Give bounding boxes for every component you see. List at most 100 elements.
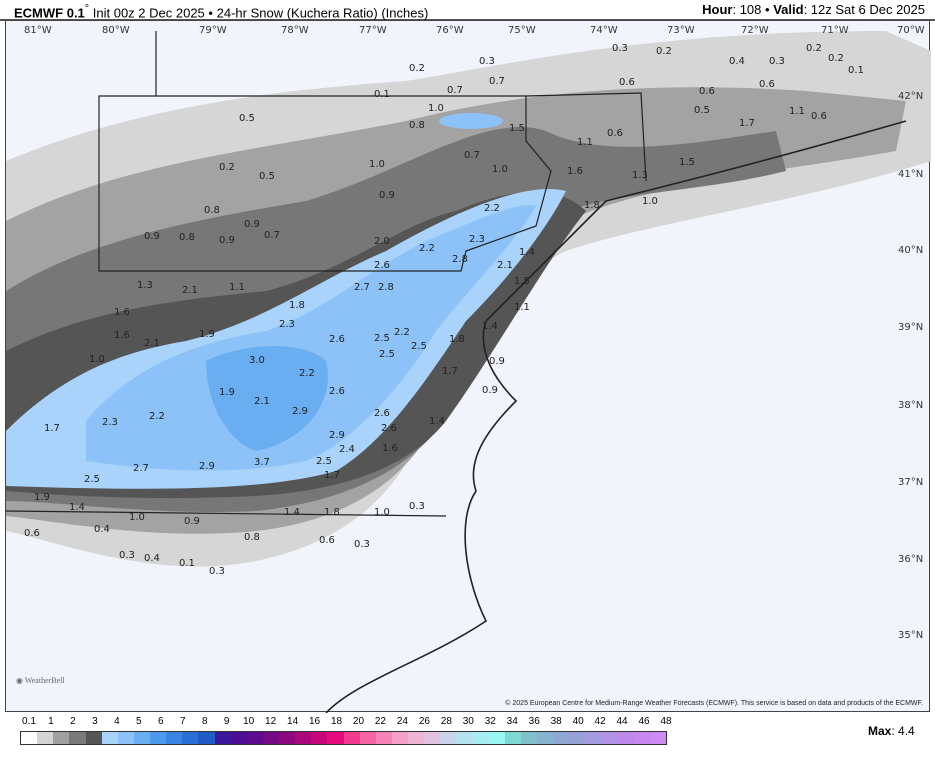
colorbar-swatch xyxy=(633,732,650,744)
colorbar-swatch xyxy=(230,732,247,744)
snow-amount-label: 2.5 xyxy=(411,341,427,352)
snow-amount-label: 1.0 xyxy=(492,164,508,175)
snow-amount-label: 2.3 xyxy=(279,319,295,330)
snow-amount-label: 0.3 xyxy=(209,566,225,577)
snow-amount-label: 0.5 xyxy=(259,171,275,182)
snow-amount-label: 0.3 xyxy=(612,43,628,54)
snow-amount-label: 1.9 xyxy=(34,492,50,503)
weatherbell-logo: ◉ WeatherBell xyxy=(16,676,65,685)
lon-tick: 70°W xyxy=(897,25,925,36)
snow-amount-label: 1.8 xyxy=(449,334,465,345)
snow-amount-label: 0.7 xyxy=(264,230,280,241)
snow-amount-label: 0.9 xyxy=(244,219,260,230)
snow-amount-label: 0.9 xyxy=(489,356,505,367)
snow-amount-label: 1.7 xyxy=(442,366,458,377)
snow-amount-label: 2.6 xyxy=(381,423,397,434)
colorbar-label: 30 xyxy=(462,716,474,727)
snow-amount-label: 2.2 xyxy=(484,203,500,214)
lat-tick: 40°N xyxy=(898,245,923,256)
lat-tick: 42°N xyxy=(898,91,923,102)
snow-amount-label: 0.6 xyxy=(619,77,635,88)
snow-amount-labels: 0.30.20.1 0.70.70.30.60.20.4 0.30.20.11.00… xyxy=(24,43,864,577)
snow-amount-label: 0.8 xyxy=(244,532,260,543)
colorbar-swatch xyxy=(391,732,408,744)
map-layers: 81°W 80°W 79°W 78°W 77°W 76°W 75°W 74°W 73°W 72°W… xyxy=(6,25,931,713)
colorbar-label: 6 xyxy=(158,716,164,727)
colorbar-label: 3 xyxy=(92,716,98,727)
snow-amount-label: 2.9 xyxy=(292,406,308,417)
snow-amount-label: 2.1 xyxy=(182,285,198,296)
snow-amount-label: 1.7 xyxy=(739,118,755,129)
snow-amount-label: 0.8 xyxy=(204,205,220,216)
colorbar-swatch xyxy=(182,732,199,744)
colorbar-swatch xyxy=(585,732,602,744)
colorbar-swatch xyxy=(262,732,279,744)
colorbar-swatch xyxy=(279,732,296,744)
title: ECMWF 0.1° Init 00z 2 Dec 2025 • 24-hr S… xyxy=(14,3,429,21)
snow-amount-label: 3.7 xyxy=(254,457,270,468)
colorbar-label: 26 xyxy=(418,716,430,727)
snow-amount-label: 1.7 xyxy=(44,423,60,434)
snow-amount-label: 0.4 xyxy=(729,56,745,67)
colorbar-labels: 0.1 1 2 3 4 5 6 7 8 9 10 12 14 16 18 20 22 24 26 28 30 32 34 36… xyxy=(0,716,700,730)
snow-amount-label: 0.3 xyxy=(769,56,785,67)
colorbar-label: 34 xyxy=(506,716,518,727)
lat-tick: 39°N xyxy=(898,322,923,333)
snow-amount-label: 0.8 xyxy=(179,232,195,243)
snow-amount-label: 0.9 xyxy=(379,190,395,201)
colorbar-swatch xyxy=(601,732,618,744)
valid-time: Hour: 108 • Valid: 12z Sat 6 Dec 2025 xyxy=(702,2,925,17)
snow-amount-label: 0.5 xyxy=(694,105,710,116)
snow-amount-label: 1.9 xyxy=(199,329,215,340)
snow-amount-label: 0.1 xyxy=(179,558,195,569)
colorbar-label: 48 xyxy=(660,716,672,727)
snow-amount-label: 2.3 xyxy=(469,234,485,245)
snow-amount-label: 0.6 xyxy=(759,79,775,90)
snow-amount-label: 1.4 xyxy=(69,502,85,513)
snow-amount-label: 0.9 xyxy=(482,385,498,396)
colorbar-label: 32 xyxy=(484,716,496,727)
snow-amount-label: 0.2 xyxy=(828,53,844,64)
snow-amount-label: 0.6 xyxy=(699,86,715,97)
snow-shading xyxy=(6,31,931,567)
colorbar-swatch xyxy=(520,732,537,744)
snow-amount-label: 0.6 xyxy=(607,128,623,139)
colorbar-swatch xyxy=(37,732,54,744)
colorbar-swatch xyxy=(311,732,328,744)
snow-amount-label: 2.2 xyxy=(299,368,315,379)
snow-amount-label: 2.1 xyxy=(144,338,160,349)
colorbar-label: 14 xyxy=(287,716,299,727)
snow-amount-label: 1.6 xyxy=(114,330,130,341)
colorbar-label: 9 xyxy=(223,716,230,727)
snow-amount-label: 1.3 xyxy=(137,280,153,291)
snow-amount-label: 0.1 xyxy=(374,89,390,100)
snow-amount-label: 0.9 xyxy=(219,235,235,246)
snow-amount-label: 2.8 xyxy=(378,282,394,293)
lon-tick: 78°W xyxy=(281,25,309,36)
snow-amount-label: 0.3 xyxy=(119,550,135,561)
colorbar-swatch xyxy=(504,732,521,744)
colorbar-label: 4 xyxy=(114,716,120,727)
snow-amount-label: 1.1 xyxy=(789,106,805,117)
colorbar-label: 44 xyxy=(616,716,628,727)
colorbar-swatch xyxy=(649,732,666,744)
snow-amount-label: 2.5 xyxy=(379,349,395,360)
snow-amount-label: 1.4 xyxy=(284,507,300,518)
lon-tick: 73°W xyxy=(667,25,695,36)
colorbar-label: 12 xyxy=(265,716,277,727)
lon-tick: 71°W xyxy=(821,25,849,36)
snow-amount-label: 0.7 xyxy=(447,85,463,96)
colorbar-label: 1 xyxy=(48,716,54,727)
snow-amount-label: 2.7 xyxy=(354,282,370,293)
snow-amount-label: 0.2 xyxy=(656,46,672,57)
lat-tick: 38°N xyxy=(898,400,923,411)
snowfall-map[interactable]: 81°W 80°W 79°W 78°W 77°W 76°W 75°W 74°W 73°W 72°W… xyxy=(5,20,931,713)
colorbar-label: 0.1 xyxy=(22,716,36,727)
colorbar-label: 5 xyxy=(136,716,142,727)
colorbar-swatch xyxy=(214,732,231,744)
colorbar-label: 36 xyxy=(528,716,540,727)
map-header: ECMWF 0.1° Init 00z 2 Dec 2025 • 24-hr S… xyxy=(0,0,935,21)
axis-ticks: 81°W 80°W 79°W 78°W 77°W 76°W 75°W 74°W 73°W 72°W… xyxy=(24,25,925,641)
snow-amount-label: 2.5 xyxy=(316,456,332,467)
snow-amount-label: 0.6 xyxy=(319,535,335,546)
